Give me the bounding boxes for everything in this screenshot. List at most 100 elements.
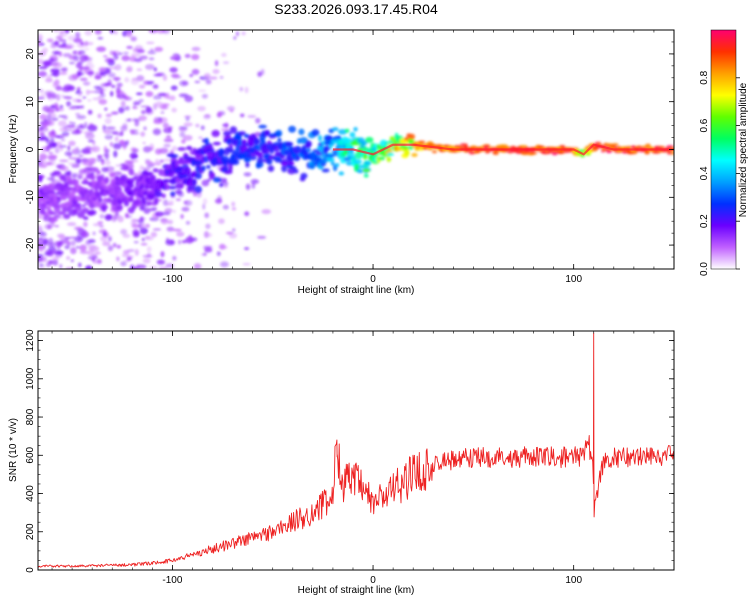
spectrogram-noise-blob <box>52 248 58 255</box>
spectrogram-noise-blob <box>50 73 57 76</box>
spectrogram-noise-blob <box>42 60 51 66</box>
snr-y-tick-label: 1200 <box>25 329 36 352</box>
spectrogram-noise-blob <box>119 139 125 144</box>
spectrogram-ridge-blob <box>427 141 434 145</box>
spectrogram-noise-blob <box>97 113 102 119</box>
spectrogram-noise-blob <box>71 122 76 125</box>
spectrogram-noise-blob <box>51 50 61 55</box>
spectrogram-noise-blob <box>140 242 148 246</box>
spectrogram-ridge-blob <box>218 148 225 156</box>
spectrogram-noise-blob <box>38 263 44 267</box>
spectrogram-noise-blob <box>88 73 93 78</box>
spectrogram-noise-blob <box>111 111 119 115</box>
spectrogram-noise-blob <box>87 238 96 244</box>
spectrogram-noise-blob <box>78 154 84 158</box>
spectrogram-ridge-blob <box>249 154 257 161</box>
spectrogram-noise-blob <box>87 109 93 115</box>
spectrogram-noise-blob <box>146 246 152 253</box>
spectrogram-ridge-line <box>332 143 674 156</box>
spectrogram-noise-blob <box>75 31 81 39</box>
spectrogram-ridge-blob <box>345 161 353 166</box>
spectrogram-noise-blob <box>231 207 237 211</box>
spectrogram-ridge-blob <box>201 165 206 172</box>
spectrogram-noise-blob <box>144 235 151 239</box>
spectrogram-noise-blob <box>68 61 75 65</box>
spectrogram-noise-blob <box>244 211 250 217</box>
spectrogram-noise-blob <box>202 198 208 205</box>
spectrogram-noise-blob <box>166 226 175 232</box>
spectrogram-noise-blob <box>79 105 85 109</box>
spectrogram-noise-blob <box>51 92 57 100</box>
spectrogram-noise-blob <box>144 64 155 70</box>
spectrogram-ridge-blob <box>53 205 61 213</box>
spectrogram-ridge-blob <box>96 170 101 175</box>
spectrogram-noise-blob <box>120 261 127 267</box>
spectrogram-noise-blob <box>191 68 200 75</box>
spectrogram-ridge-blob <box>611 143 619 146</box>
spectrogram-noise-blob <box>45 78 53 83</box>
spectrogram-ridge-blob <box>330 161 335 166</box>
spectrogram-noise-blob <box>123 52 129 55</box>
spectrogram-noise-blob <box>260 68 265 76</box>
spectrogram-noise-blob <box>47 242 56 247</box>
spectrogram-noise-blob <box>42 245 46 249</box>
spectrogram-ridge-blob <box>162 179 172 183</box>
spectrogram-ridge-blob <box>77 211 85 219</box>
spectrogram-noise-blob <box>131 77 138 81</box>
spectrogram-noise-blob <box>132 230 140 238</box>
spectrogram-noise-blob <box>107 245 114 252</box>
spectrogram-noise-blob <box>143 126 147 131</box>
spectrogram-noise-blob <box>80 41 84 46</box>
spectrogram-ridge-blob <box>169 153 179 159</box>
spectrogram-noise-blob <box>158 266 168 269</box>
spectrogram-ridge-blob <box>211 129 220 138</box>
spectrogram-ridge-blob <box>126 178 135 185</box>
spectrogram-ridge-blob <box>377 156 386 161</box>
spectrogram-noise-blob <box>136 264 147 269</box>
spectrogram-noise-blob <box>138 222 143 230</box>
spectrogram-noise-blob <box>66 222 77 227</box>
spectrogram-noise-blob <box>222 204 229 210</box>
spectrogram-ridge-blob <box>362 152 368 160</box>
spectrogram-noise-blob <box>175 198 181 201</box>
spectrogram-ridge-blob <box>94 186 99 193</box>
spectrogram-noise-blob <box>149 207 156 212</box>
spectrogram-noise-blob <box>140 131 146 137</box>
spectrogram-ridge-blob <box>557 151 564 155</box>
spectrogram-noise-blob <box>261 209 272 215</box>
spectrogram-noise-blob <box>109 130 119 134</box>
spectrogram-noise-blob <box>104 160 111 166</box>
spectrogram-ridge-blob <box>335 162 340 168</box>
spectrogram-noise-blob <box>136 49 145 54</box>
spectrogram-noise-blob <box>60 94 65 99</box>
spectrogram-ridge-blob <box>223 130 232 137</box>
spectrogram-noise-blob <box>66 100 72 107</box>
spectrogram-noise-blob <box>245 183 251 190</box>
spectrogram-noise-blob <box>134 248 139 256</box>
spectrogram-noise-blob <box>141 110 146 115</box>
spectrogram-noise-blob <box>87 255 98 261</box>
spectrogram-noise-blob <box>82 229 87 237</box>
spectrogram-ridge-blob <box>38 175 43 182</box>
spectrogram-noise-blob <box>48 141 57 148</box>
colorbar-tick-label: 0.2 <box>699 214 710 228</box>
spectrogram-noise-blob <box>204 212 210 219</box>
spectrogram-noise-blob <box>42 105 51 112</box>
spectrogram-noise-blob <box>82 81 91 86</box>
spectrogram-noise-blob <box>75 112 81 116</box>
spectrogram-noise-blob <box>150 231 158 238</box>
spectrogram-noise-blob <box>169 67 178 73</box>
spectrogram-noise-blob <box>113 53 119 61</box>
spectrogram-noise-blob <box>111 84 116 88</box>
spectrogram-noise-blob <box>94 30 102 35</box>
spectrogram-noise-blob <box>84 30 93 36</box>
spectrogram-noise-blob <box>241 31 246 36</box>
spectrogram-ridge-blob <box>258 124 267 129</box>
spectrogram-noise-blob <box>67 162 78 166</box>
spectrogram-noise-blob <box>96 87 104 90</box>
spectrogram-noise-blob <box>126 30 133 38</box>
spectrogram-noise-blob <box>70 157 79 161</box>
spectrogram-noise-blob <box>197 105 206 112</box>
spectrogram-noise-blob <box>43 252 53 256</box>
spectrogram-ridge-blob <box>42 198 47 205</box>
